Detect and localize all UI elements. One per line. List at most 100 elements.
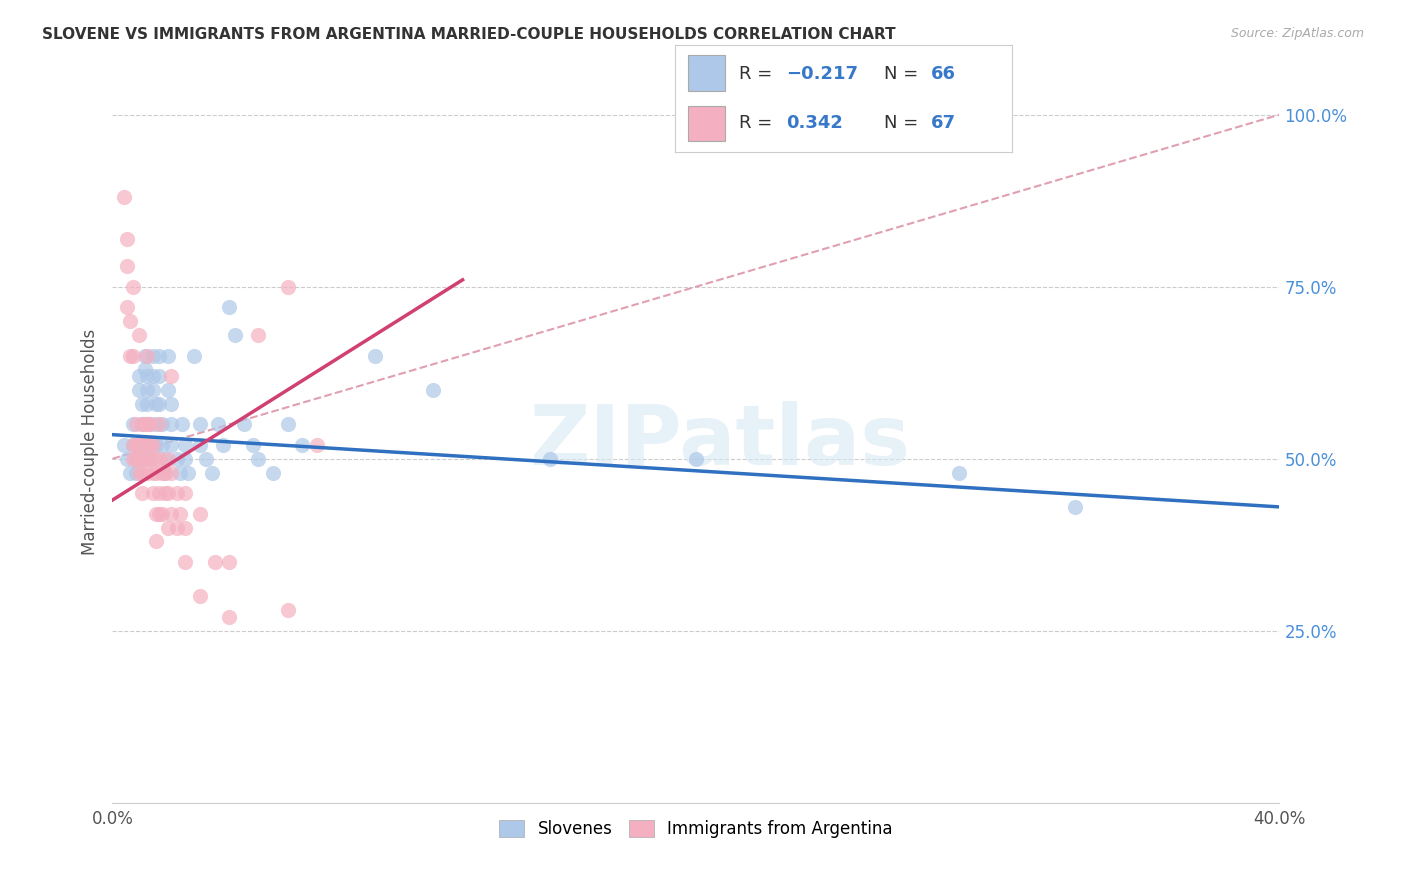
Point xyxy=(262,466,284,480)
Point xyxy=(174,520,197,534)
Point xyxy=(118,349,141,363)
Point xyxy=(194,451,217,466)
Point xyxy=(131,417,153,432)
Point xyxy=(148,507,170,521)
Point xyxy=(136,451,159,466)
Text: 66: 66 xyxy=(931,64,956,82)
Point xyxy=(122,279,145,293)
Point xyxy=(169,466,191,480)
Point xyxy=(148,417,170,432)
Point xyxy=(156,486,179,500)
Point xyxy=(156,383,179,397)
Point xyxy=(125,438,148,452)
Point xyxy=(142,466,165,480)
Text: Source: ZipAtlas.com: Source: ZipAtlas.com xyxy=(1230,27,1364,40)
Point xyxy=(177,466,200,480)
Point xyxy=(122,417,145,432)
Point xyxy=(153,486,176,500)
Point xyxy=(145,451,167,466)
FancyBboxPatch shape xyxy=(689,105,725,141)
Point xyxy=(128,466,150,480)
Point xyxy=(115,231,138,245)
Point xyxy=(118,466,141,480)
Point xyxy=(125,451,148,466)
Point xyxy=(142,438,165,452)
Point xyxy=(131,451,153,466)
Point xyxy=(122,349,145,363)
Point xyxy=(139,438,162,452)
Point xyxy=(134,417,156,432)
Point xyxy=(118,314,141,328)
Point xyxy=(204,555,226,569)
Text: SLOVENE VS IMMIGRANTS FROM ARGENTINA MARRIED-COUPLE HOUSEHOLDS CORRELATION CHART: SLOVENE VS IMMIGRANTS FROM ARGENTINA MAR… xyxy=(42,27,896,42)
Point xyxy=(422,383,444,397)
Point xyxy=(142,486,165,500)
Point xyxy=(136,397,159,411)
Point xyxy=(247,327,270,342)
Point xyxy=(131,417,153,432)
Point xyxy=(156,520,179,534)
Point xyxy=(136,369,159,384)
Point xyxy=(201,466,224,480)
Point xyxy=(156,349,179,363)
Point xyxy=(218,555,240,569)
Point xyxy=(125,417,148,432)
Point xyxy=(212,438,235,452)
Point xyxy=(188,590,211,604)
Point xyxy=(148,349,170,363)
Point xyxy=(136,417,159,432)
Point xyxy=(122,438,145,452)
Text: 0.342: 0.342 xyxy=(786,114,844,132)
Point xyxy=(948,466,970,480)
Point xyxy=(128,369,150,384)
Point xyxy=(145,438,167,452)
Text: R =: R = xyxy=(740,64,778,82)
Point xyxy=(139,438,162,452)
Point xyxy=(131,486,153,500)
Point xyxy=(160,369,183,384)
Point xyxy=(131,438,153,452)
Point xyxy=(174,451,197,466)
Point xyxy=(139,417,162,432)
Point xyxy=(276,279,298,293)
Point xyxy=(224,327,246,342)
Point xyxy=(145,534,167,549)
Point xyxy=(188,438,211,452)
Point xyxy=(136,349,159,363)
Point xyxy=(153,451,176,466)
Point xyxy=(538,451,561,466)
Point xyxy=(276,417,298,432)
Point xyxy=(128,451,150,466)
FancyBboxPatch shape xyxy=(689,55,725,91)
Point xyxy=(153,466,176,480)
Point xyxy=(148,369,170,384)
Point xyxy=(134,349,156,363)
Point xyxy=(169,507,191,521)
Text: R =: R = xyxy=(740,114,778,132)
Point xyxy=(160,438,183,452)
Point xyxy=(1064,500,1087,514)
Point xyxy=(160,507,183,521)
Text: 67: 67 xyxy=(931,114,956,132)
Point xyxy=(125,466,148,480)
Point xyxy=(131,397,153,411)
Point xyxy=(139,451,162,466)
Point xyxy=(150,507,173,521)
Point xyxy=(183,349,205,363)
Point xyxy=(125,451,148,466)
Point xyxy=(150,438,173,452)
Point xyxy=(148,397,170,411)
Point xyxy=(685,451,707,466)
Point xyxy=(188,507,211,521)
Point xyxy=(148,486,170,500)
Point xyxy=(134,438,156,452)
Point xyxy=(142,349,165,363)
Point xyxy=(242,438,264,452)
Point xyxy=(115,301,138,315)
Point xyxy=(112,438,135,452)
Point xyxy=(160,466,183,480)
Point xyxy=(364,349,387,363)
Point xyxy=(142,369,165,384)
Point xyxy=(160,417,183,432)
Point xyxy=(128,327,150,342)
